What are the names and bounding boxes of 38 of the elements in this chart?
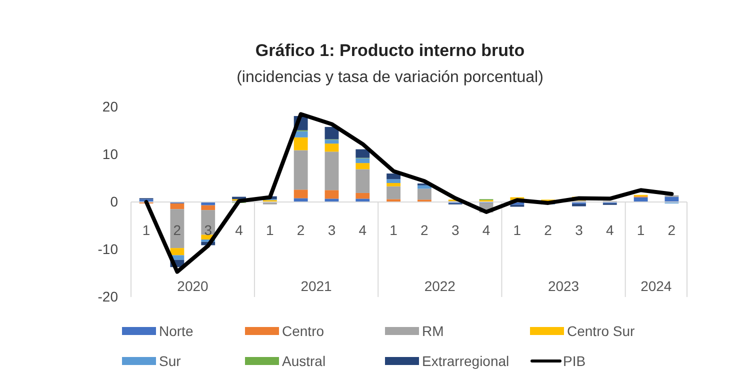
chart-subtitle: (incidencias y tasa de variación porcentual)	[236, 69, 544, 86]
y-tick-label: -10	[98, 240, 118, 257]
y-tick-label: 0	[110, 193, 118, 210]
annotation: 2022	[424, 278, 456, 294]
annotation: 2021	[300, 278, 332, 294]
y-tick-label: 20	[102, 98, 118, 114]
x-tick-label: 1	[513, 222, 522, 238]
y-tick-label: 10	[102, 146, 118, 162]
x-tick-label: 4	[235, 222, 244, 238]
x-tick-label: 3	[328, 222, 336, 238]
x-tick-label: 3	[451, 222, 460, 238]
annotation: 2020	[177, 278, 209, 294]
legend-label: Centro	[282, 323, 324, 339]
x-tick-label: 2	[668, 222, 676, 238]
x-tick-label: 1	[142, 222, 150, 238]
x-tick-label: 2	[173, 222, 182, 238]
x-tick-label: 1	[390, 222, 398, 238]
legend-label: Centro Sur	[567, 323, 636, 339]
x-tick-label: 4	[606, 222, 614, 238]
chart-title: Gráfico 1: Producto interno bruto	[255, 41, 525, 60]
legend-label: PIB	[563, 353, 586, 369]
annotation: 2024	[640, 278, 672, 294]
annotation: 2023	[548, 278, 580, 294]
x-tick-label: 3	[204, 222, 212, 238]
legend-label: RM	[422, 323, 444, 339]
x-tick-label: 1	[266, 222, 274, 238]
x-tick-label: 1	[636, 222, 645, 238]
legend-label: Extrarregional	[422, 353, 510, 369]
x-tick-label: 2	[420, 222, 429, 238]
x-tick-label: 2	[296, 222, 305, 238]
legend-label: Norte	[159, 323, 194, 339]
x-tick-label: 3	[575, 222, 584, 238]
x-tick-label: 2	[544, 222, 552, 238]
x-tick-label: 4	[482, 222, 490, 238]
x-tick-label: 4	[358, 222, 367, 238]
legend-label: Sur	[159, 353, 182, 369]
y-tick-label: -20	[98, 288, 118, 304]
legend-label: Austral	[282, 353, 326, 369]
